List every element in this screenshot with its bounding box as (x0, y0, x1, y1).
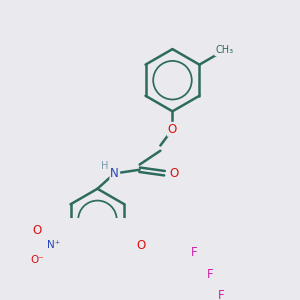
Text: F: F (207, 268, 213, 281)
Text: O: O (169, 167, 179, 180)
Text: O⁻: O⁻ (30, 255, 43, 265)
Text: F: F (191, 245, 198, 259)
Text: N: N (110, 167, 119, 180)
Text: H: H (101, 160, 109, 171)
Text: N⁺: N⁺ (47, 240, 61, 250)
Text: F: F (218, 289, 224, 300)
Text: CH₃: CH₃ (215, 45, 233, 55)
Text: O: O (136, 238, 146, 252)
Text: O: O (32, 224, 41, 237)
Text: O: O (168, 123, 177, 136)
